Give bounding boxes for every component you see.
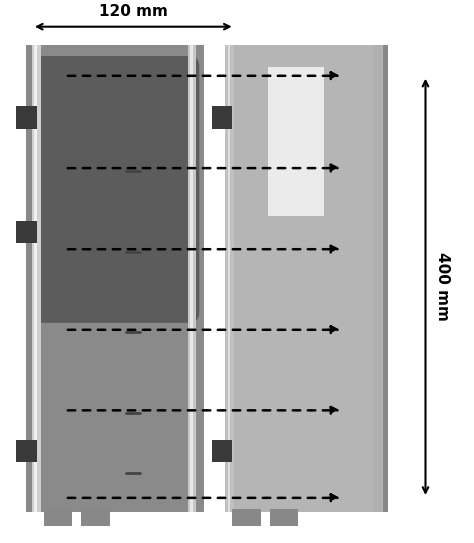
Bar bbox=[212, 106, 232, 129]
Bar bbox=[27, 46, 204, 512]
Bar bbox=[27, 46, 32, 512]
Bar bbox=[225, 46, 385, 512]
Bar bbox=[44, 509, 72, 526]
Bar bbox=[225, 46, 234, 512]
Bar bbox=[270, 509, 298, 526]
Bar bbox=[82, 509, 110, 526]
Bar bbox=[190, 46, 193, 512]
Bar bbox=[35, 46, 37, 512]
Bar bbox=[32, 46, 40, 512]
Bar bbox=[212, 440, 232, 462]
Bar bbox=[374, 46, 382, 512]
Text: 120 mm: 120 mm bbox=[99, 4, 168, 18]
FancyBboxPatch shape bbox=[32, 56, 199, 323]
Bar bbox=[383, 46, 388, 512]
Bar bbox=[232, 509, 261, 526]
Bar bbox=[228, 46, 230, 512]
Bar bbox=[188, 46, 196, 512]
Text: 400 mm: 400 mm bbox=[435, 252, 450, 321]
Bar bbox=[16, 440, 36, 462]
Bar bbox=[16, 106, 36, 129]
Bar bbox=[268, 67, 324, 216]
Bar bbox=[16, 221, 36, 243]
